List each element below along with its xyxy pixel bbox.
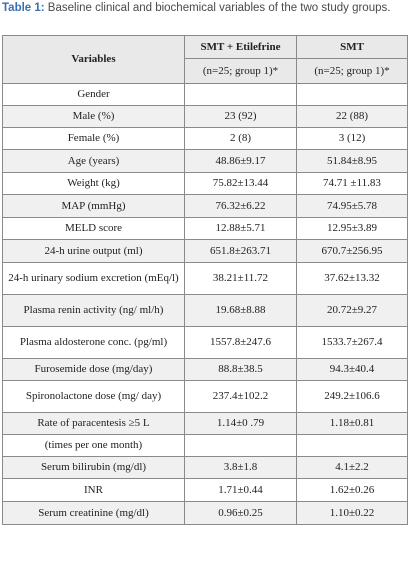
header-group2-n: (n=25; group 1)* (296, 58, 408, 84)
row-label: Age (years) (2, 149, 185, 173)
row-label: Furosemide dose (mg/day) (2, 358, 185, 381)
table-row: Plasma renin activity (ng/ ml/h) 19.68±8.… (2, 294, 408, 327)
table-row: Gender (2, 83, 408, 106)
row-label: Serum bilirubin (mg/dl) (2, 456, 185, 479)
cell-smt: 37.62±13.32 (296, 262, 408, 295)
table-row: MAP (mmHg) 76.32±6.22 74.95±5.78 (2, 194, 408, 218)
cell-smt-etilefrine: 12.88±5.71 (184, 217, 297, 240)
header-smt: SMT (296, 35, 408, 59)
table-row: 24-h urine output (ml) 651.8±263.71 670.7±… (2, 239, 408, 263)
row-label: 24-h urinary sodium excretion (mEq/l) (2, 262, 185, 295)
cell-smt: 249.2±106.6 (296, 380, 408, 413)
cell-smt-etilefrine: 88.8±38.5 (184, 358, 297, 381)
row-label: Weight (kg) (2, 172, 185, 195)
table-caption: Table 1: Baseline clinical and biochemic… (2, 1, 407, 15)
table-row: 24-h urinary sodium excretion (mEq/l) 38.… (2, 262, 408, 295)
cell-smt-etilefrine: 1557.8±247.6 (184, 326, 297, 359)
cell-smt (296, 434, 408, 457)
row-label: Plasma renin activity (ng/ ml/h) (2, 294, 185, 327)
cell-smt: 51.84±8.95 (296, 149, 408, 173)
cell-smt-etilefrine: 651.8±263.71 (184, 239, 297, 263)
cell-smt-etilefrine: 76.32±6.22 (184, 194, 297, 218)
cell-smt (296, 83, 408, 106)
cell-smt-etilefrine: 0.96±0.25 (184, 501, 297, 525)
cell-smt-etilefrine: 3.8±1.8 (184, 456, 297, 479)
row-label: Serum creatinine (mg/dl) (2, 501, 185, 525)
cell-smt-etilefrine: 237.4±102.2 (184, 380, 297, 413)
header-smt-etilefrine: SMT + Etilefrine (184, 35, 297, 59)
row-label: MELD score (2, 217, 185, 240)
cell-smt-etilefrine (184, 434, 297, 457)
cell-smt: 1.62±0.26 (296, 478, 408, 502)
cell-smt-etilefrine: 2 (8) (184, 127, 297, 150)
cell-smt: 3 (12) (296, 127, 408, 150)
cell-smt: 74.95±5.78 (296, 194, 408, 218)
cell-smt-etilefrine: 1.71±0.44 (184, 478, 297, 502)
cell-smt: 74.71 ±11.83 (296, 172, 408, 195)
cell-smt: 1.10±0.22 (296, 501, 408, 525)
row-label: INR (2, 478, 185, 502)
row-label: Plasma aldosterone conc. (pg/ml) (2, 326, 185, 359)
table-row: Furosemide dose (mg/day) 88.8±38.5 94.3±40… (2, 358, 408, 381)
cell-smt-etilefrine (184, 83, 297, 106)
row-label: Male (%) (2, 105, 185, 128)
cell-smt-etilefrine: 48.86±9.17 (184, 149, 297, 173)
table-row: Age (years) 48.86±9.17 51.84±8.95 (2, 149, 408, 173)
cell-smt: 670.7±256.95 (296, 239, 408, 263)
cell-smt: 12.95±3.89 (296, 217, 408, 240)
cell-smt: 4.1±2.2 (296, 456, 408, 479)
table-row: Male (%) 23 (92) 22 (88) (2, 105, 408, 128)
table-row: Plasma aldosterone conc. (pg/ml) 1557.8±2… (2, 326, 408, 359)
table-row: Spironolactone dose (mg/ day) 237.4±102.2… (2, 380, 408, 413)
cell-smt-etilefrine: 38.21±11.72 (184, 262, 297, 295)
caption-label: Table 1: (2, 2, 45, 14)
table-row: Weight (kg) 75.82±13.44 74.71 ±11.83 (2, 172, 408, 195)
table-row: MELD score 12.88±5.71 12.95±3.89 (2, 217, 408, 240)
cell-smt: 22 (88) (296, 105, 408, 128)
header-variables: Variables (2, 35, 185, 84)
table-row: (times per one month) (2, 434, 408, 457)
baseline-variables-table: Variables SMT + Etilefrine SMT (n=25; gr… (2, 35, 408, 525)
cell-smt-etilefrine: 1.14±0 .79 (184, 412, 297, 435)
row-label: MAP (mmHg) (2, 194, 185, 218)
row-label: (times per one month) (2, 434, 185, 457)
row-label: Female (%) (2, 127, 185, 150)
row-label: Gender (2, 83, 185, 106)
cell-smt: 20.72±9.27 (296, 294, 408, 327)
caption-text: Baseline clinical and biochemical variab… (44, 2, 391, 14)
cell-smt: 1533.7±267.4 (296, 326, 408, 359)
table-body: Gender Male (%) 23 (92) 22 (88) Female (%) 2 … (2, 83, 408, 525)
cell-smt: 1.18±0.81 (296, 412, 408, 435)
table-row: INR 1.71±0.44 1.62±0.26 (2, 478, 408, 502)
table-row: Rate of paracentesis ≥5 L 1.14±0 .79 1.18±… (2, 412, 408, 435)
cell-smt-etilefrine: 75.82±13.44 (184, 172, 297, 195)
header-group1-n: (n=25; group 1)* (184, 58, 297, 84)
cell-smt: 94.3±40.4 (296, 358, 408, 381)
row-label: Spironolactone dose (mg/ day) (2, 380, 185, 413)
cell-smt-etilefrine: 19.68±8.88 (184, 294, 297, 327)
table-row: Serum bilirubin (mg/dl) 3.8±1.8 4.1±2.2 (2, 456, 408, 479)
table-row: Serum creatinine (mg/dl) 0.96±0.25 1.10±0.… (2, 501, 408, 525)
row-label: Rate of paracentesis ≥5 L (2, 412, 185, 435)
table-row: Female (%) 2 (8) 3 (12) (2, 127, 408, 150)
cell-smt-etilefrine: 23 (92) (184, 105, 297, 128)
row-label: 24-h urine output (ml) (2, 239, 185, 263)
